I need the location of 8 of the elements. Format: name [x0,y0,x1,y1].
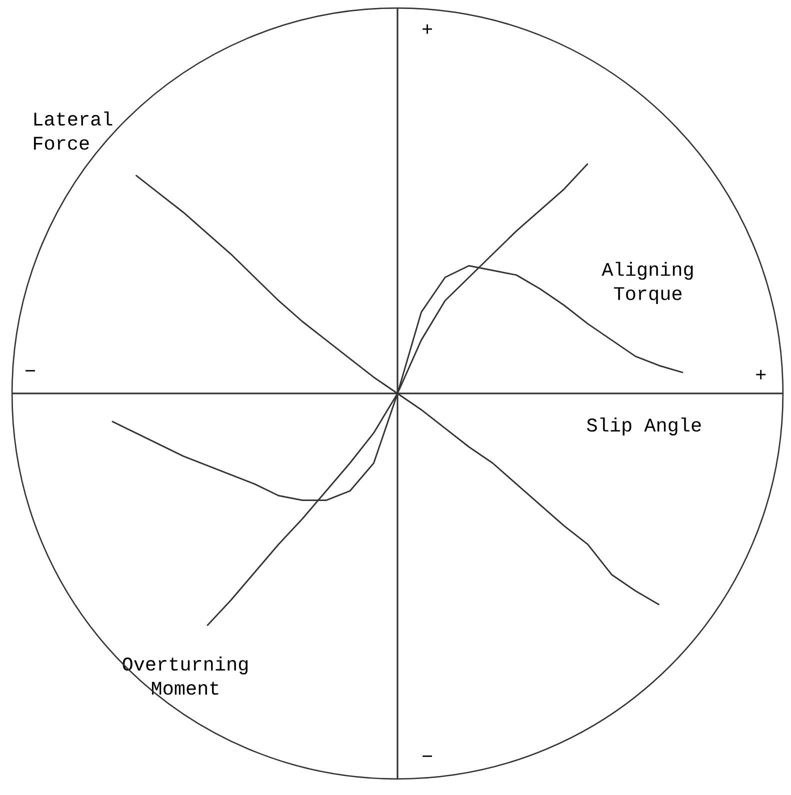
text: − [26,370,35,372]
text: + [422,24,432,34]
series-label: Lateral Force [34,111,112,150]
text: Overturning Moment [122,656,248,695]
text: + [756,370,766,380]
x-axis-title: Slip Angle [586,417,701,436]
text: − [422,756,432,757]
series-label: Aligning Torque [602,262,693,304]
